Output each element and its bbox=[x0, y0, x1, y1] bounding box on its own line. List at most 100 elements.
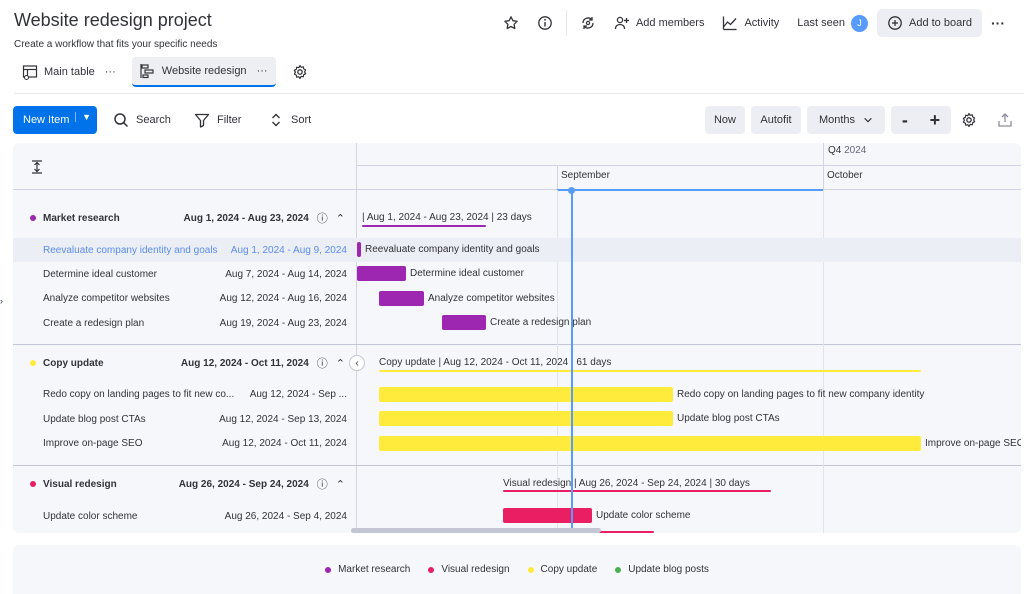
star-icon bbox=[504, 16, 518, 30]
chevron-up-icon[interactable]: ⌃ bbox=[335, 357, 345, 370]
zoom-out-button[interactable]: - bbox=[901, 109, 908, 130]
group-divider bbox=[13, 465, 1021, 466]
board-description[interactable]: Create a workflow that fits your specifi… bbox=[14, 39, 218, 50]
group-name[interactable]: Visual redesign bbox=[43, 478, 117, 490]
group-dates-text: Aug 26, 2024 - Sep 24, 2024 bbox=[178, 478, 309, 490]
group-span-line bbox=[503, 490, 771, 492]
new-item-button[interactable]: New Item ▼ bbox=[13, 106, 97, 134]
item-name[interactable]: Update color scheme bbox=[43, 510, 138, 522]
group-row-visual-redesign[interactable]: Visual redesign Aug 26, 2024 - Sep 24, 2… bbox=[13, 472, 357, 496]
activity-label: Activity bbox=[744, 17, 780, 29]
last-seen-button[interactable]: Last seen J bbox=[788, 9, 877, 37]
item-name[interactable]: Analyze competitor websites bbox=[43, 292, 170, 304]
group-name[interactable]: Copy update bbox=[43, 357, 104, 369]
add-person-icon bbox=[614, 16, 629, 30]
avatar: J bbox=[851, 14, 868, 32]
group-summary-label: Copy update | Aug 12, 2024 - Oct 11, 202… bbox=[379, 357, 612, 368]
gear-icon bbox=[293, 64, 306, 80]
item-dates: Aug 7, 2024 - Aug 14, 2024 bbox=[225, 268, 347, 280]
zoom-controls: - + bbox=[891, 106, 951, 134]
activity-button[interactable]: Activity bbox=[713, 9, 788, 37]
info-icon[interactable]: ⓘ bbox=[316, 479, 328, 491]
sidebar-expand-icon[interactable]: › bbox=[0, 296, 3, 306]
item-name[interactable]: Reevaluate company identity and goals bbox=[43, 244, 218, 256]
item-row[interactable]: Determine ideal customer Aug 7, 2024 - A… bbox=[13, 262, 357, 286]
legend-label: Market research bbox=[338, 564, 411, 575]
now-button[interactable]: Now bbox=[705, 106, 745, 134]
month-grid-line bbox=[557, 190, 558, 533]
filter-icon bbox=[194, 113, 210, 128]
gantt-bar[interactable] bbox=[379, 291, 424, 306]
gantt-bar[interactable] bbox=[442, 315, 486, 330]
item-row[interactable]: Redo copy on landing pages to fit new co… bbox=[13, 382, 357, 406]
chevron-down-icon[interactable]: ▼ bbox=[75, 112, 91, 122]
sort-button[interactable]: Sort bbox=[268, 106, 311, 134]
header-row-divider bbox=[357, 165, 1021, 166]
integrations-button[interactable] bbox=[571, 9, 605, 37]
item-name[interactable]: Create a redesign plan bbox=[43, 317, 145, 329]
gantt-bar[interactable] bbox=[379, 436, 921, 451]
item-name[interactable]: Improve on-page SEO bbox=[43, 437, 143, 449]
gantt-toolbar: New Item ▼ Search Filter Sort Now Autofi… bbox=[13, 106, 1018, 136]
gantt-settings-button[interactable] bbox=[961, 106, 977, 134]
add-members-button[interactable]: Add members bbox=[605, 9, 713, 37]
tab-website-redesign[interactable]: Website redesign ··· bbox=[131, 57, 276, 87]
autofit-button[interactable]: Autofit bbox=[751, 106, 801, 134]
chevron-up-icon[interactable]: ⌃ bbox=[335, 478, 345, 491]
group-row-copy-update[interactable]: Copy update Aug 12, 2024 - Oct 11, 2024 ⓘ… bbox=[13, 351, 357, 375]
group-span-line bbox=[379, 370, 921, 372]
view-settings-button[interactable] bbox=[284, 57, 316, 87]
legend-item: Visual redesign bbox=[428, 564, 510, 575]
gantt-chart: Market research Aug 1, 2024 - Aug 23, 20… bbox=[13, 143, 1021, 533]
legend-label: Visual redesign bbox=[441, 564, 510, 575]
horizontal-scrollbar[interactable] bbox=[351, 528, 601, 533]
gantt-bar-label: Analyze competitor websites bbox=[428, 293, 555, 304]
group-name[interactable]: Market research bbox=[43, 212, 120, 224]
chevron-up-icon[interactable]: ⌃ bbox=[335, 212, 345, 225]
zoom-in-button[interactable]: + bbox=[929, 109, 941, 130]
tab-main-table[interactable]: Main table ··· bbox=[14, 57, 124, 87]
group-color-dot bbox=[30, 215, 36, 221]
item-dates: Aug 12, 2024 - Sep 13, 2024 bbox=[219, 413, 347, 425]
item-row[interactable]: Improve on-page SEO Aug 12, 2024 - Oct 1… bbox=[13, 431, 357, 455]
chevron-down-icon bbox=[864, 117, 872, 123]
tab-main-table-more-icon[interactable]: ··· bbox=[104, 66, 116, 78]
months-select[interactable]: Months bbox=[807, 106, 885, 134]
last-seen-label: Last seen bbox=[797, 17, 845, 29]
chevron-left-icon[interactable]: ‹ bbox=[349, 355, 365, 371]
info-icon[interactable]: ⓘ bbox=[316, 213, 328, 225]
item-row[interactable]: Create a redesign plan Aug 19, 2024 - Au… bbox=[13, 311, 357, 335]
item-name[interactable]: Update blog post CTAs bbox=[43, 413, 146, 425]
item-name[interactable]: Redo copy on landing pages to fit new co… bbox=[43, 388, 235, 400]
collapse-all-icon[interactable] bbox=[31, 160, 43, 174]
gantt-bar[interactable] bbox=[379, 411, 673, 426]
item-row[interactable]: Reevaluate company identity and goals Au… bbox=[13, 238, 357, 262]
item-row[interactable]: Update color scheme Aug 26, 2024 - Sep 4… bbox=[13, 504, 357, 528]
gantt-item-list: Market research Aug 1, 2024 - Aug 23, 20… bbox=[13, 143, 357, 533]
group-row-market-research[interactable]: Market research Aug 1, 2024 - Aug 23, 20… bbox=[13, 206, 357, 230]
item-dates: Aug 12, 2024 - Aug 16, 2024 bbox=[219, 292, 347, 304]
info-icon[interactable]: ⓘ bbox=[316, 358, 328, 370]
header-divider bbox=[565, 10, 567, 36]
item-name[interactable]: Determine ideal customer bbox=[43, 268, 157, 280]
item-row[interactable]: Analyze competitor websites Aug 12, 2024… bbox=[13, 286, 357, 310]
gantt-bar[interactable] bbox=[357, 242, 361, 257]
favorite-button[interactable] bbox=[494, 9, 528, 37]
info-icon bbox=[538, 16, 552, 30]
board-info-button[interactable] bbox=[528, 9, 562, 37]
search-button[interactable]: Search bbox=[113, 106, 171, 134]
board-menu-button[interactable]: ··· bbox=[982, 9, 1014, 37]
view-tabs: Main table ··· Website redesign ··· bbox=[14, 57, 316, 87]
filter-button[interactable]: Filter bbox=[194, 106, 241, 134]
tab-website-redesign-more-icon[interactable]: ··· bbox=[256, 65, 268, 77]
export-button[interactable] bbox=[997, 106, 1013, 134]
item-row[interactable]: Update blog post CTAs Aug 12, 2024 - Sep… bbox=[13, 407, 357, 431]
board-title[interactable]: Website redesign project bbox=[14, 10, 212, 30]
gantt-bar[interactable] bbox=[503, 508, 592, 523]
gantt-bar[interactable] bbox=[379, 387, 673, 402]
gantt-bar[interactable] bbox=[357, 266, 406, 281]
legend-item: Market research bbox=[325, 564, 410, 575]
legend-label: Copy update bbox=[540, 564, 598, 575]
add-to-board-button[interactable]: Add to board bbox=[877, 9, 982, 37]
add-to-board-label: Add to board bbox=[909, 17, 972, 29]
